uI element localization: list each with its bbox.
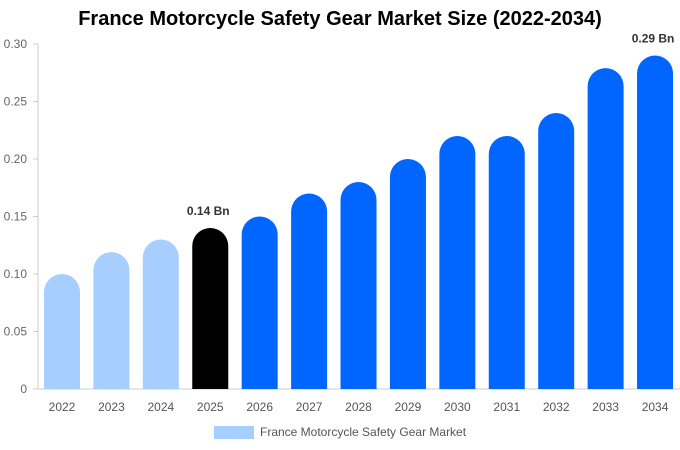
legend-label: France Motorcycle Safety Gear Market: [260, 425, 467, 439]
bar-2031: [488, 135, 525, 389]
x-tick-label: 2027: [296, 400, 323, 414]
bar-2027: [291, 193, 328, 389]
bar-2023: [93, 252, 130, 389]
y-tick-label: 0.10: [4, 267, 28, 281]
bar-2033: [587, 68, 624, 390]
x-tick-label: 2022: [49, 400, 76, 414]
bar-2032: [538, 113, 575, 389]
bar-2024: [142, 239, 179, 389]
y-tick-label: 0.25: [4, 95, 28, 109]
bar-2026: [241, 216, 278, 389]
x-tick-label: 2029: [395, 400, 422, 414]
x-tick-label: 2025: [197, 400, 224, 414]
y-tick-label: 0.15: [4, 210, 28, 224]
legend: France Motorcycle Safety Gear Market: [214, 425, 466, 439]
bar-2022: [44, 274, 80, 389]
y-tick-label: 0.05: [4, 325, 28, 339]
x-tick-label: 2030: [444, 400, 471, 414]
bar-2034: [637, 55, 674, 390]
data-label-2025: 0.14 Bn: [187, 204, 230, 218]
x-tick-label: 2023: [98, 400, 125, 414]
bar-2030: [439, 136, 476, 389]
x-tick-label: 2026: [246, 400, 273, 414]
bar-2028: [340, 182, 377, 389]
y-tick-label: 0.30: [4, 37, 28, 51]
chart-title: France Motorcycle Safety Gear Market Siz…: [78, 8, 602, 30]
x-tick-label: 2032: [543, 400, 570, 414]
x-tick-label: 2033: [592, 400, 619, 414]
y-tick-label: 0.20: [4, 152, 28, 166]
legend-swatch: [214, 425, 254, 439]
x-tick-label: 2024: [147, 400, 174, 414]
bar-2029: [389, 159, 426, 389]
x-tick-label: 2034: [642, 400, 669, 414]
data-label-2034: 0.29 Bn: [632, 32, 675, 46]
x-tick-label: 2031: [493, 400, 520, 414]
x-tick-label: 2028: [345, 400, 372, 414]
bar-2025: [192, 228, 229, 389]
y-tick-label: 0: [20, 382, 27, 396]
